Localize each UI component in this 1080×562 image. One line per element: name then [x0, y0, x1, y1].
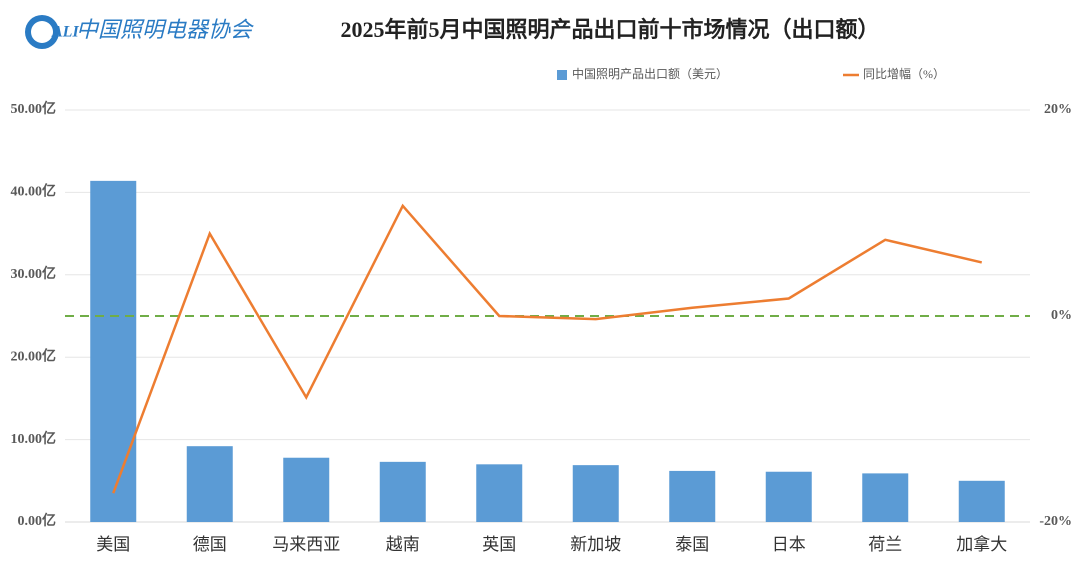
x-tick-label: 泰国 — [675, 535, 709, 554]
x-tick-label: 日本 — [772, 535, 806, 554]
bar — [862, 473, 909, 522]
y-tick-label: 10.00亿 — [11, 430, 57, 447]
y-tick-label: 20.00亿 — [11, 347, 57, 364]
y2-tick-label: 20% — [1044, 102, 1072, 117]
x-tick-label: 荷兰 — [868, 535, 902, 554]
logo-text: 中国照明电器协会 — [76, 17, 254, 42]
y-tick-label: 0.00亿 — [18, 512, 57, 529]
legend-swatch — [557, 70, 567, 80]
bar — [283, 457, 330, 522]
y2-tick-label: -20% — [1039, 514, 1072, 529]
x-tick-label: 马来西亚 — [272, 535, 340, 554]
logo: ALI 中国照明电器协会 — [25, 15, 254, 49]
bar — [476, 464, 523, 522]
bar — [765, 471, 812, 522]
line-series — [112, 203, 983, 494]
bar — [379, 461, 426, 522]
legend-label: 中国照明产品出口额（美元） — [572, 66, 728, 81]
x-tick-label: 新加坡 — [570, 535, 621, 554]
bar — [958, 480, 1005, 522]
x-tick-label: 加拿大 — [956, 534, 1007, 554]
bar — [186, 446, 233, 522]
y2-tick-label: 0% — [1051, 308, 1072, 323]
y-tick-label: 40.00亿 — [11, 183, 57, 200]
legend-label: 同比增幅（%） — [863, 66, 945, 81]
x-tick-label: 越南 — [386, 535, 420, 554]
bar — [669, 470, 716, 522]
chart-title: 2025年前5月中国照明产品出口前十市场情况（出口额） — [340, 17, 879, 42]
bar — [90, 180, 137, 522]
bar — [572, 465, 619, 522]
x-tick-label: 英国 — [482, 535, 516, 554]
x-tick-label: 德国 — [193, 535, 227, 554]
logo-abbr: ALI — [51, 24, 79, 41]
y-tick-label: 30.00亿 — [11, 265, 57, 282]
x-tick-label: 美国 — [96, 535, 130, 554]
logo-inner — [31, 21, 53, 43]
y-tick-label: 50.00亿 — [11, 100, 57, 117]
